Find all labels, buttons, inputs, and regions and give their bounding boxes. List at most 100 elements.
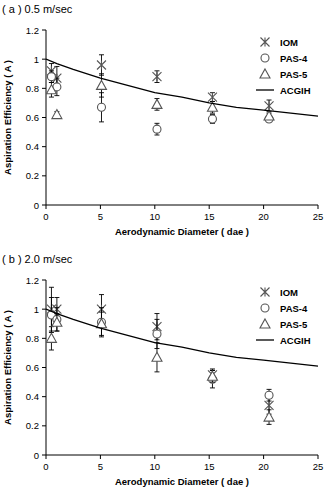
point [208,115,216,123]
x-tick [154,455,155,459]
chart-panel: ( b ) 2.0 m/sec00.20.40.60.811.205101520… [2,253,323,487]
x-axis-label: Aerodynamic Diameter ( dae ) [115,476,249,487]
point [264,111,274,120]
legend: IOM PAS-4 PAS-5 ACGIH [256,287,311,346]
x-tick [154,205,155,209]
x-tick [263,455,264,459]
y-tick [42,59,46,60]
y-tick-label: 0.2 [26,420,39,431]
plot-area [46,287,318,424]
figure: ( a ) 0.5 m/sec00.20.40.60.811.205101520… [0,0,326,500]
y-tick-label: 0.6 [26,112,39,123]
point [47,73,55,81]
legend-swatch [261,54,269,62]
y-tick-label: 1 [34,304,39,315]
y-tick [42,425,46,426]
point [208,370,217,379]
x-tick [46,455,47,459]
x-tick-label: 20 [258,461,269,472]
x-tick-label: 0 [43,211,48,222]
legend-label: IOM [280,287,298,298]
x-axis-line [46,455,318,456]
chart-panel: ( a ) 0.5 m/sec 0 0.2 0.4 0.6 0.8 1 1.2 0 5 10 15 20… [2,3,323,237]
x-tick-label: 5 [98,461,103,472]
point [265,391,273,399]
point [46,85,56,94]
point [265,401,274,410]
y-tick [42,175,46,176]
legend-label: PAS-4 [280,53,308,64]
y-tick-label: 0.8 [26,83,39,94]
x-tick-label: 20 [258,211,269,222]
y-tick [42,88,46,89]
point [152,99,162,108]
y-tick [42,367,46,368]
x-tick-label: 15 [204,211,215,222]
legend-label: PAS-5 [280,69,308,80]
y-tick-label: 0 [34,450,39,461]
y-tick [42,455,46,456]
legend-swatch [261,304,269,312]
x-tick-label: 25 [313,461,324,472]
y-tick-label: 1.2 [26,25,39,36]
x-tick-label: 25 [313,211,324,222]
point [97,103,105,111]
point [208,93,217,102]
chart-title: ( a ) 0.5 m/sec [2,3,73,15]
x-tick [100,455,101,459]
legend-label: ACGIH [280,335,311,346]
x-axis-label: Aerodynamic Diameter ( dae ) [115,226,249,237]
point [52,110,62,119]
y-tick-label: 0.2 [26,170,39,181]
point [152,352,162,361]
y-tick-label: 0.6 [26,362,39,373]
point [46,333,56,342]
legend-label: PAS-5 [280,319,308,330]
point [96,319,106,328]
y-tick-label: 1 [34,54,39,65]
plot-area [46,55,318,135]
y-tick [42,205,46,206]
y-tick [42,338,46,339]
y-axis-label: Aspiration Efficiency ( A ) [2,60,13,175]
point [52,317,62,326]
point [153,125,161,133]
legend-label: PAS-4 [280,303,308,314]
chart-title: ( b ) 2.0 m/sec [2,253,73,265]
y-tick [42,117,46,118]
point [152,72,161,81]
x-tick-label: 0 [43,461,48,472]
x-tick [318,205,319,209]
y-axis-label: Aspiration Efficiency ( A ) [2,310,13,425]
x-axis-line [46,205,318,206]
legend-swatch [261,38,270,47]
legend-swatch [256,339,274,340]
x-tick [209,205,210,209]
x-tick-label: 10 [150,211,161,222]
y-tick [42,396,46,397]
y-tick-label: 0.4 [26,391,39,402]
legend-label: IOM [280,37,298,48]
point [265,101,274,110]
y-tick [42,280,46,281]
y-tick-label: 0.4 [26,141,39,152]
x-tick-label: 5 [98,211,103,222]
line-series [46,309,318,366]
legend-swatch [256,89,274,90]
y-tick-label: 1.2 [26,275,39,286]
legend-swatch [260,319,270,328]
x-tick-label: 15 [204,461,215,472]
point [153,330,161,338]
y-tick [42,146,46,147]
legend-label: ACGIH [280,85,311,96]
y-tick-label: 0 [34,200,39,211]
x-tick [318,455,319,459]
x-tick [209,455,210,459]
x-tick [263,205,264,209]
y-tick [42,30,46,31]
point [97,61,106,70]
point [96,80,106,89]
x-tick [100,205,101,209]
legend-swatch [261,288,270,297]
legend-swatch [260,69,270,78]
